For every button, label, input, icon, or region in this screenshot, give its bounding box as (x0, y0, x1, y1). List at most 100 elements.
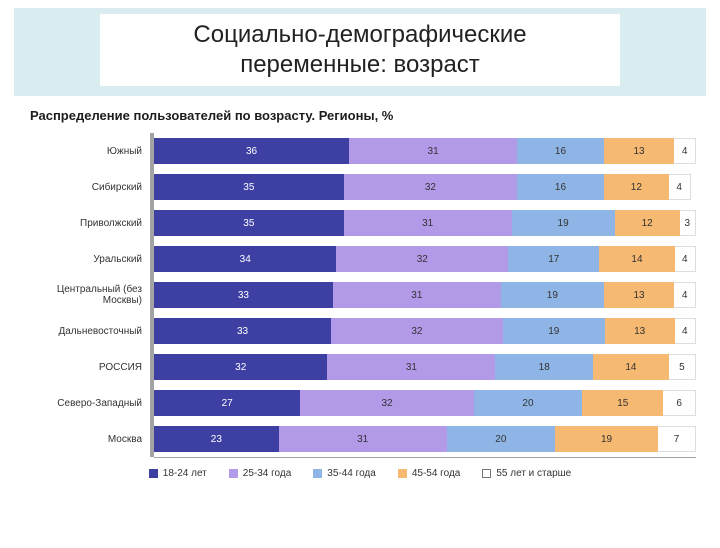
bar-segment: 13 (604, 282, 674, 308)
bar-segment: 27 (154, 390, 300, 416)
row-label: Уральский (24, 254, 150, 265)
bar-segment: 33 (154, 282, 333, 308)
bar-area: 343217144 (154, 241, 696, 277)
chart: Распределение пользователей по возрасту.… (0, 96, 720, 479)
bar-segment: 17 (508, 246, 599, 272)
chart-row: РОССИЯ 323118145 (24, 349, 696, 385)
bar-segment: 6 (663, 390, 696, 416)
legend-label: 45-54 года (412, 468, 461, 479)
bar-segment: 31 (344, 210, 512, 236)
bar-area: 233120197 (154, 421, 696, 457)
slide-title: Социально-демографические переменные: во… (100, 14, 620, 86)
bar-segment: 35 (154, 174, 344, 200)
bar-segment: 4 (675, 318, 696, 344)
bar-segment: 32 (300, 390, 473, 416)
row-label: Москва (24, 434, 150, 445)
chart-row: Приволжский 353119123 (24, 205, 696, 241)
chart-row: Сибирский 353216124 (24, 169, 696, 205)
row-label: Приволжский (24, 218, 150, 229)
legend-swatch (398, 469, 407, 478)
chart-row: Дальневосточный 333219134 (24, 313, 696, 349)
bar-segment: 20 (474, 390, 582, 416)
bar-segment: 19 (501, 282, 604, 308)
title-band: Социально-демографические переменные: во… (14, 8, 706, 96)
bar-segment: 15 (582, 390, 663, 416)
bar-segment: 19 (512, 210, 615, 236)
bar-area: 333119134 (154, 277, 696, 313)
row-label: Южный (24, 146, 150, 157)
stacked-bar: 353216124 (154, 174, 691, 200)
bar-segment: 13 (605, 318, 675, 344)
row-label: РОССИЯ (24, 362, 150, 373)
bar-segment: 4 (675, 246, 696, 272)
x-axis-line (154, 457, 696, 458)
stacked-bar: 323118145 (154, 354, 696, 380)
legend-swatch (149, 469, 158, 478)
chart-title: Распределение пользователей по возрасту.… (30, 108, 696, 123)
legend-label: 25-34 года (243, 468, 292, 479)
chart-row: Москва 233120197 (24, 421, 696, 457)
bar-segment: 4 (669, 174, 691, 200)
bar-area: 353216124 (154, 169, 696, 205)
legend-label: 18-24 лет (163, 468, 207, 479)
bar-segment: 31 (349, 138, 517, 164)
bar-segment: 12 (604, 174, 669, 200)
bar-segment: 36 (154, 138, 349, 164)
legend-item: 55 лет и старше (482, 468, 571, 479)
bar-segment: 4 (674, 282, 696, 308)
bar-segment: 16 (517, 174, 604, 200)
stacked-bar: 353119123 (154, 210, 696, 236)
legend-label: 55 лет и старше (496, 468, 571, 479)
stacked-bar: 273220156 (154, 390, 696, 416)
legend: 18-24 лет 25-34 года 35-44 года 45-54 года 5… (24, 468, 696, 479)
stacked-bar: 333119134 (154, 282, 696, 308)
bar-segment: 16 (517, 138, 604, 164)
bar-segment: 32 (331, 318, 503, 344)
bar-segment: 14 (599, 246, 674, 272)
bar-area: 333219134 (154, 313, 696, 349)
bar-segment: 31 (327, 354, 495, 380)
legend-item: 25-34 года (229, 468, 292, 479)
bar-segment: 20 (447, 426, 555, 452)
bar-segment: 23 (154, 426, 279, 452)
legend-item: 18-24 лет (149, 468, 207, 479)
bar-segment: 7 (658, 426, 696, 452)
stacked-bar: 233120197 (154, 426, 696, 452)
bar-segment: 5 (669, 354, 696, 380)
bar-segment: 14 (593, 354, 669, 380)
bar-segment: 13 (604, 138, 674, 164)
chart-row: Центральный (без Москвы)333119134 (24, 277, 696, 313)
stacked-bar: 343217144 (154, 246, 696, 272)
bar-segment: 32 (154, 354, 327, 380)
legend-item: 45-54 года (398, 468, 461, 479)
bar-segment: 35 (154, 210, 344, 236)
row-label: Дальневосточный (24, 326, 150, 337)
bar-segment: 3 (680, 210, 696, 236)
legend-swatch (229, 469, 238, 478)
chart-row: Южный 363116134 (24, 133, 696, 169)
stacked-bar: 363116134 (154, 138, 696, 164)
bar-segment: 18 (495, 354, 593, 380)
title-line-2: переменные: возраст (240, 51, 480, 78)
row-label: Сибирский (24, 182, 150, 193)
bar-segment: 4 (674, 138, 696, 164)
bar-segment: 34 (154, 246, 336, 272)
bar-segment: 31 (279, 426, 447, 452)
bar-segment: 33 (154, 318, 331, 344)
bar-area: 273220156 (154, 385, 696, 421)
chart-row: Северо-Западный 273220156 (24, 385, 696, 421)
bar-segment: 32 (344, 174, 517, 200)
chart-row: Уральский 343217144 (24, 241, 696, 277)
row-label: Северо-Западный (24, 398, 150, 409)
bar-area: 323118145 (154, 349, 696, 385)
bar-segment: 31 (333, 282, 501, 308)
bar-segment: 12 (615, 210, 680, 236)
title-line-1: Социально-демографические (193, 21, 526, 48)
chart-rows: Южный363116134Сибирский353216124Приволжс… (24, 133, 696, 457)
bar-area: 363116134 (154, 133, 696, 169)
bar-segment: 32 (336, 246, 508, 272)
legend-swatch (482, 469, 491, 478)
bar-segment: 19 (503, 318, 605, 344)
legend-item: 35-44 года (313, 468, 376, 479)
bar-area: 353119123 (154, 205, 696, 241)
